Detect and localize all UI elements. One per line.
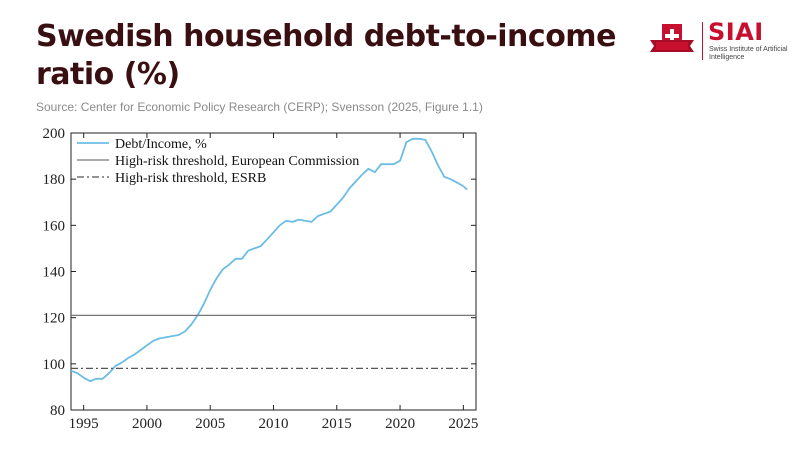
- x-tick-label: 2010: [259, 416, 289, 432]
- logo-divider: [702, 22, 703, 60]
- legend-item-esrb-threshold: High-risk threshold, ESRB: [115, 171, 266, 186]
- shield-icon: [650, 24, 694, 52]
- source-note: Source: Center for Economic Policy Resea…: [36, 100, 483, 114]
- y-tick-label: 140: [43, 265, 66, 281]
- y-tick-label: 160: [43, 218, 66, 234]
- legend-item-debt-income: Debt/Income, %: [115, 137, 207, 152]
- y-tick-label: 80: [50, 403, 65, 419]
- debt-income-line: [70, 137, 468, 383]
- y-tick-label: 120: [43, 311, 66, 327]
- legend-item-ec-threshold: High-risk threshold, European Commission: [115, 154, 359, 169]
- x-tick-label: 2020: [385, 416, 415, 432]
- x-tick-label: 2005: [195, 416, 225, 432]
- siai-logo: SIAI Swiss Institute of Artificial Intel…: [648, 18, 788, 68]
- x-tick-label: 2025: [448, 416, 478, 432]
- logo-subtitle: Swiss Institute of Artificial Intelligen…: [709, 46, 788, 61]
- x-tick-label: 2000: [132, 416, 162, 432]
- logo-name: SIAI: [708, 18, 764, 46]
- y-tick-label: 100: [43, 357, 66, 373]
- x-tick-label: 1995: [69, 416, 99, 432]
- y-tick-label: 180: [43, 172, 66, 188]
- chart-title: Swedish household debt-to-income ratio (…: [36, 19, 616, 92]
- x-tick-label: 2015: [322, 416, 352, 432]
- y-tick-label: 200: [43, 126, 66, 142]
